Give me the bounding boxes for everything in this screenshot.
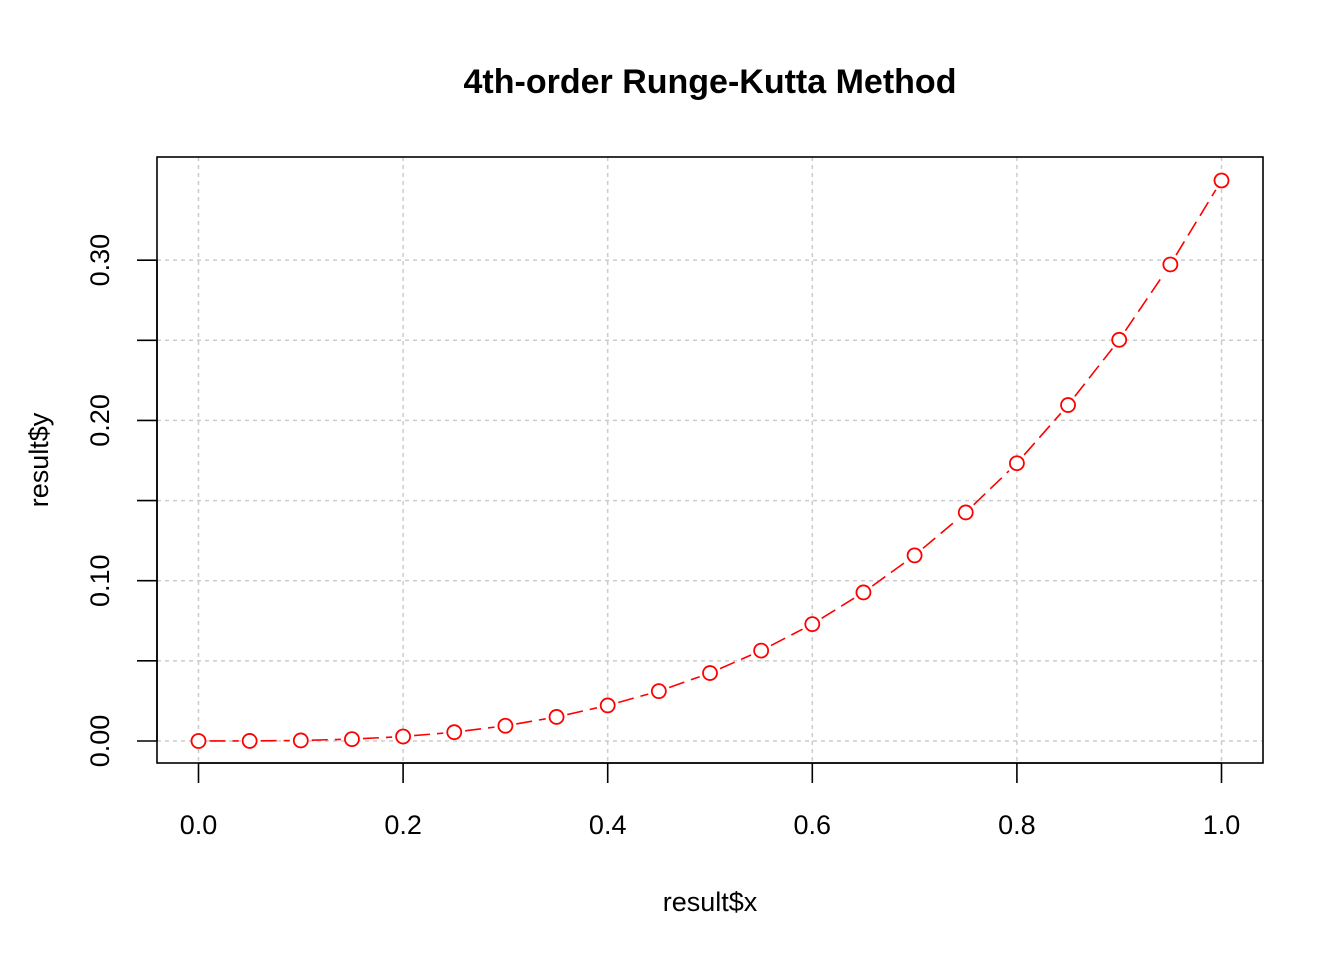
data-point xyxy=(1162,256,1179,273)
data-point xyxy=(599,697,616,714)
series-line-segment xyxy=(973,470,1010,506)
data-point xyxy=(344,731,360,748)
data-point xyxy=(650,683,667,700)
y-axis: 0.00 0.10 0.20 0.30 xyxy=(85,234,158,768)
y-tick-label: 0.20 xyxy=(85,394,115,447)
x-axis-label: result$x xyxy=(663,887,758,917)
series-line-segment xyxy=(516,718,546,725)
x-tick-label: 0.2 xyxy=(384,810,422,840)
data-point xyxy=(702,665,718,681)
series-line-segment xyxy=(362,736,393,740)
series-line-segment xyxy=(618,693,649,704)
data-point xyxy=(804,616,821,633)
series-line-segment xyxy=(1023,412,1062,456)
data-point xyxy=(1009,455,1025,472)
series-line-segment xyxy=(719,654,752,670)
grid xyxy=(157,157,1263,763)
data-point xyxy=(395,728,412,745)
series-line-segment xyxy=(821,597,855,620)
y-tick-label: 0.00 xyxy=(85,715,115,768)
data-point xyxy=(548,709,565,725)
series-line-segment xyxy=(1074,347,1114,397)
series-line-segment xyxy=(311,738,341,741)
data-point xyxy=(1111,331,1128,348)
series-line-segment xyxy=(465,726,495,732)
data-point xyxy=(497,717,514,734)
data-point xyxy=(906,547,923,564)
chart-title: 4th-order Runge-Kutta Method xyxy=(464,63,957,101)
data-point xyxy=(753,642,770,659)
series-line-segment xyxy=(770,628,803,647)
x-tick-label: 0.0 xyxy=(180,810,218,840)
series-line-segment xyxy=(1124,273,1165,332)
series-line-segment xyxy=(922,518,958,549)
data-point xyxy=(957,504,974,521)
data-point xyxy=(855,584,872,601)
x-tick-label: 0.4 xyxy=(589,810,627,840)
series-line-segment xyxy=(871,561,907,587)
series-line-segment xyxy=(668,675,700,689)
data-point xyxy=(1060,397,1076,413)
y-tick-label: 0.30 xyxy=(85,234,115,287)
y-tick-label: 0.10 xyxy=(85,554,115,607)
x-tick-label: 0.8 xyxy=(998,810,1036,840)
x-tick-label: 1.0 xyxy=(1203,810,1241,840)
series-layer xyxy=(190,172,1230,749)
x-axis: 0.0 0.2 0.4 0.6 0.8 1.0 xyxy=(180,762,1241,840)
data-point xyxy=(190,733,207,749)
series-line-segment xyxy=(567,707,598,716)
data-point xyxy=(1213,172,1230,189)
series-line-segment xyxy=(413,732,444,737)
data-point xyxy=(446,724,463,741)
series-line-segment xyxy=(1175,189,1217,256)
data-point xyxy=(241,733,258,749)
x-tick-label: 0.6 xyxy=(794,810,832,840)
y-axis-label: result$y xyxy=(24,412,54,507)
data-point xyxy=(292,732,309,749)
